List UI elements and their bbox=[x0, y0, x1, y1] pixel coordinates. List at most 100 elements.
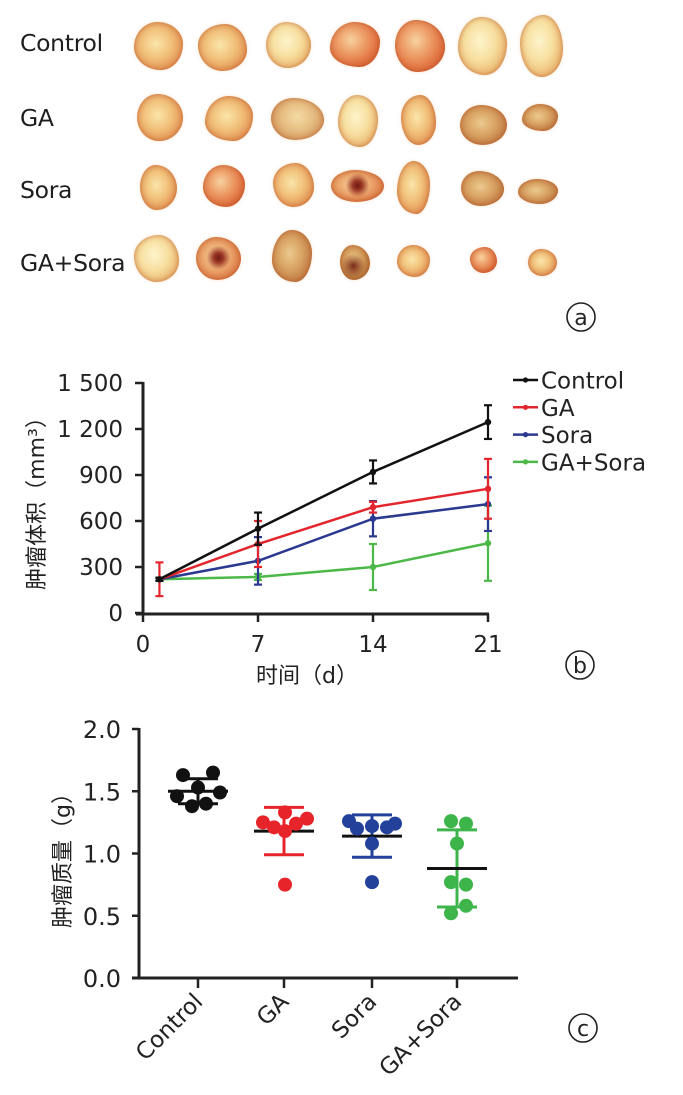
tumor-specimen bbox=[270, 98, 324, 140]
group-label-control: Control bbox=[20, 29, 103, 57]
data-point bbox=[267, 820, 281, 835]
tumor-specimen bbox=[265, 22, 311, 68]
panel-label-circle bbox=[565, 650, 595, 680]
group-ga-sora bbox=[427, 814, 487, 921]
panel-label-circle bbox=[566, 302, 596, 332]
data-point bbox=[365, 875, 379, 890]
legend-label: GA bbox=[541, 396, 575, 422]
x-tick-label: GA+Sora bbox=[375, 989, 468, 1082]
panel-label-a: a bbox=[566, 302, 596, 332]
tumor-specimen bbox=[133, 234, 179, 282]
x-tick-label: Sora bbox=[327, 989, 382, 1044]
y-tick-label: 0.0 bbox=[83, 965, 121, 993]
data-point bbox=[369, 468, 377, 476]
legend-marker bbox=[522, 459, 529, 465]
data-point bbox=[185, 799, 199, 814]
panel-label-c: c bbox=[577, 1017, 589, 1042]
y-tick-label: 1.0 bbox=[83, 841, 121, 869]
tumor-specimen bbox=[396, 245, 430, 277]
legend-marker bbox=[522, 432, 529, 438]
legend-marker bbox=[522, 404, 529, 410]
x-tick-label: 21 bbox=[473, 632, 502, 658]
tumor-specimen bbox=[272, 230, 312, 282]
tumor-specimen bbox=[519, 15, 563, 77]
series-ga bbox=[155, 457, 492, 598]
data-point bbox=[254, 525, 262, 532]
data-point bbox=[176, 768, 190, 783]
data-point bbox=[459, 877, 473, 892]
tumor-volume-line-chart: 0 300 600 900 1 200 1 500 0 7 14 21 时间（d） 肿瘤体积（mm³）… bbox=[25, 369, 646, 690]
x-tick-label: GA bbox=[252, 989, 294, 1031]
x-tick-label: 0 bbox=[136, 632, 151, 658]
data-point bbox=[170, 789, 184, 804]
tumor-specimen bbox=[195, 236, 241, 280]
data-point bbox=[256, 815, 270, 830]
tumor-specimen bbox=[400, 95, 436, 145]
tumor-specimen bbox=[139, 164, 177, 210]
data-point bbox=[365, 819, 379, 834]
y-axis-label: 肿瘤体积（mm³） bbox=[25, 406, 50, 590]
tumor-specimen bbox=[133, 22, 183, 70]
data-point bbox=[365, 836, 379, 851]
tumor-specimen bbox=[459, 105, 507, 145]
series-control bbox=[155, 404, 492, 583]
tumor-specimen bbox=[205, 95, 253, 141]
data-point bbox=[300, 811, 314, 826]
series-line bbox=[159, 487, 489, 581]
tumor-specimen bbox=[203, 165, 245, 207]
panel-label-b: b bbox=[573, 654, 587, 679]
tumor-specimen bbox=[330, 170, 384, 202]
y-tick-label: 1.5 bbox=[83, 778, 121, 806]
tumor-specimen bbox=[460, 170, 504, 206]
legend-item: GA bbox=[513, 396, 575, 422]
series-line bbox=[159, 502, 489, 581]
data-point bbox=[484, 485, 492, 492]
data-point bbox=[369, 563, 377, 571]
legend-label: Sora bbox=[541, 423, 593, 449]
x-axis-label: 时间（d） bbox=[256, 664, 358, 689]
y-tick-label: 600 bbox=[79, 509, 123, 535]
data-point bbox=[213, 785, 227, 800]
data-point bbox=[191, 780, 205, 795]
data-point bbox=[484, 418, 492, 426]
data-point bbox=[450, 836, 464, 851]
data-point bbox=[289, 816, 303, 831]
tumor-specimen bbox=[197, 23, 247, 71]
tumor-specimen bbox=[272, 163, 314, 207]
panel-label-a-text: a bbox=[574, 306, 587, 331]
y-tick-label: 900 bbox=[79, 463, 123, 489]
tumor-specimen bbox=[527, 248, 557, 276]
y-tick-label: 0.5 bbox=[83, 903, 121, 931]
tumor-specimen bbox=[395, 20, 445, 72]
data-point bbox=[459, 898, 473, 913]
y-tick-label: 0 bbox=[108, 601, 123, 627]
group-ga bbox=[254, 805, 314, 892]
data-point bbox=[278, 805, 292, 820]
legend-item: Sora bbox=[513, 423, 593, 449]
tumor-specimen bbox=[518, 178, 558, 204]
tumor-specimen bbox=[340, 244, 370, 280]
tumor-specimen bbox=[137, 93, 183, 141]
data-point bbox=[444, 875, 458, 890]
series-sora bbox=[155, 476, 492, 586]
group-label-ga-sora: GA+Sora bbox=[20, 249, 126, 277]
tumor-specimen bbox=[330, 21, 380, 67]
y-tick-label: 1 200 bbox=[57, 417, 123, 443]
group-label-sora: Sora bbox=[20, 176, 73, 204]
x-tick-label: 7 bbox=[251, 632, 266, 658]
data-point bbox=[444, 906, 458, 921]
data-point bbox=[199, 796, 213, 811]
data-point bbox=[444, 814, 458, 829]
data-point bbox=[206, 765, 220, 780]
y-axis-label: 肿瘤质量（g） bbox=[51, 782, 76, 928]
data-point bbox=[350, 821, 364, 836]
legend-item: GA+Sora bbox=[513, 450, 646, 476]
data-point bbox=[156, 576, 163, 583]
group-control bbox=[168, 765, 228, 814]
data-point bbox=[278, 824, 292, 839]
data-point bbox=[278, 877, 292, 892]
tumor-specimen bbox=[457, 17, 507, 75]
